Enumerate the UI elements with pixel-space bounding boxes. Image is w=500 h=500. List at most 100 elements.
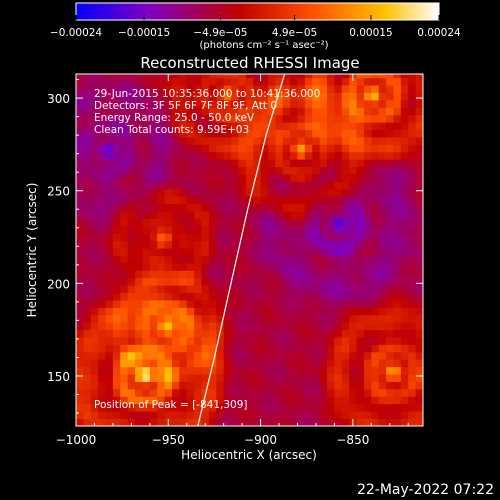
heatmap-cell: [179, 374, 188, 382]
heatmap-cell: [171, 166, 180, 175]
heatmap-cell: [415, 292, 423, 301]
heatmap-cell: [356, 181, 365, 190]
heatmap-cell: [83, 225, 92, 234]
heatmap-cell: [216, 85, 225, 93]
heatmap-cell: [238, 85, 247, 93]
heatmap-cell: [253, 255, 261, 264]
heatmap-cell: [319, 196, 328, 205]
heatmap-cell: [290, 122, 298, 130]
heatmap-cell: [208, 85, 217, 93]
heatmap-cell: [290, 92, 298, 101]
heatmap-cell: [127, 166, 136, 175]
heatmap-cell: [290, 218, 298, 227]
heatmap-cell: [253, 248, 261, 256]
heatmap-cell: [356, 248, 365, 256]
heatmap-cell: [149, 85, 158, 93]
heatmap-cell: [319, 136, 328, 145]
heatmap-cell: [208, 188, 217, 197]
heatmap-cell: [371, 314, 380, 323]
heatmap-cell: [260, 366, 269, 375]
heatmap-cell: [304, 196, 313, 205]
heatmap-cell: [179, 418, 188, 426]
heatmap-cell: [186, 300, 195, 308]
heatmap-cell: [135, 277, 143, 286]
heatmap-cell: [253, 314, 261, 323]
heatmap-cell: [319, 255, 328, 264]
heatmap-cell: [90, 381, 99, 390]
heatmap-cell: [319, 337, 328, 345]
heatmap-cell: [120, 381, 129, 390]
heatmap-cell: [334, 262, 343, 271]
heatmap-cell: [356, 381, 365, 390]
heatmap-cell: [319, 359, 328, 368]
heatmap-cell: [415, 174, 423, 182]
heatmap-cell: [157, 300, 165, 308]
heatmap-cell: [90, 211, 99, 219]
heatmap-cell: [142, 85, 151, 93]
heatmap-cell: [371, 225, 380, 234]
heatmap-cell: [253, 188, 261, 197]
heatmap-cell: [120, 122, 129, 130]
heatmap-cell: [319, 129, 328, 138]
heatmap-cell: [327, 188, 335, 197]
heatmap-cell: [157, 337, 165, 345]
heatmap-cell: [400, 292, 409, 301]
heatmap-cell: [334, 381, 343, 390]
heatmap-cell: [415, 307, 423, 316]
heatmap-cell: [371, 366, 380, 375]
heatmap-cell: [201, 174, 210, 182]
heatmap-cell: [127, 211, 136, 219]
heatmap-cell: [363, 151, 372, 160]
heatmap-cell: [327, 329, 335, 338]
heatmap-cell: [238, 196, 247, 205]
heatmap-cell: [223, 203, 232, 212]
heatmap-cell: [408, 151, 417, 160]
heatmap-cell: [245, 337, 254, 345]
heatmap-cell: [297, 359, 306, 368]
heatmap-cell: [223, 255, 232, 264]
heatmap-cell: [349, 329, 357, 338]
heatmap-cell: [393, 129, 402, 138]
heatmap-cell: [223, 77, 232, 86]
heatmap-cell: [319, 329, 328, 338]
heatmap-cell: [275, 188, 284, 197]
heatmap-cell: [290, 381, 298, 390]
heatmap-cell: [290, 285, 298, 294]
heatmap-cell: [356, 166, 365, 175]
heatmap-cell: [275, 233, 284, 242]
heatmap-cell: [171, 366, 180, 375]
heatmap-cell: [105, 337, 114, 345]
heatmap-cell: [290, 99, 298, 108]
heatmap-cell: [105, 203, 114, 212]
heatmap-cell: [378, 174, 387, 182]
heatmap-cell: [105, 388, 114, 397]
heatmap-cell: [223, 285, 232, 294]
heatmap-cell: [157, 285, 165, 294]
heatmap-cell: [341, 344, 350, 353]
heatmap-cell: [179, 270, 188, 279]
heatmap-cell: [164, 166, 173, 175]
heatmap-cell: [157, 174, 165, 182]
heatmap-cell: [408, 351, 417, 360]
heatmap-cell: [253, 396, 261, 405]
heatmap-cell: [194, 144, 202, 153]
heatmap-cell: [127, 366, 136, 375]
heatmap-cell: [149, 411, 158, 419]
heatmap-cell: [415, 248, 423, 256]
heatmap-cell: [371, 262, 380, 271]
heatmap-cell: [290, 388, 298, 397]
heatmap-cell: [171, 292, 180, 301]
heatmap-cell: [223, 181, 232, 190]
heatmap-cell: [90, 314, 99, 323]
heatmap-cell: [297, 262, 306, 271]
heatmap-cell: [98, 403, 106, 412]
heatmap-cell: [186, 381, 195, 390]
heatmap-cell: [363, 366, 372, 375]
heatmap-cell: [267, 181, 276, 190]
heatmap-cell: [341, 262, 350, 271]
heatmap-cell: [312, 107, 321, 116]
heatmap-cell: [341, 166, 350, 175]
heatmap-cell: [341, 99, 350, 108]
heatmap-cell: [201, 359, 210, 368]
